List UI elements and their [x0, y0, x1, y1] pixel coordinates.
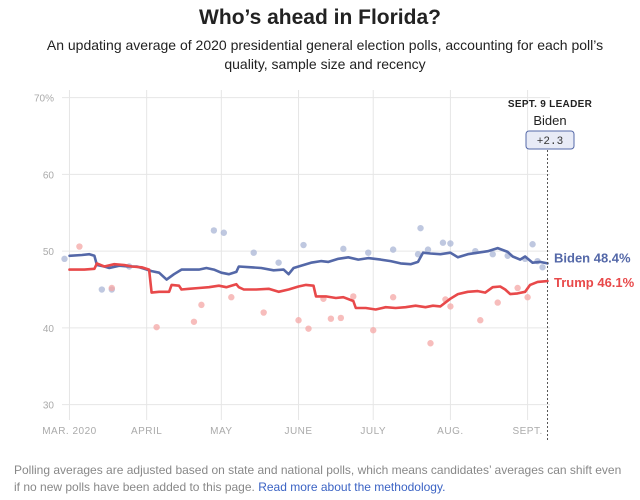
trump-poll-dot	[260, 309, 267, 316]
trump-poll-dot	[228, 294, 235, 301]
chart-subtitle: An updating average of 2020 presidential…	[46, 37, 604, 72]
trump-poll-dot	[108, 284, 115, 292]
trump-poll-dot	[389, 294, 397, 301]
leader-margin: +2.3	[537, 136, 563, 148]
x-tick-label: SEPT.	[512, 426, 542, 437]
leader-margin-badge	[525, 130, 575, 150]
leader-heading: SEPT. 9 LEADER	[508, 99, 593, 110]
trump-poll-dot	[76, 243, 83, 250]
biden-poll-dot	[389, 246, 397, 253]
trump-poll-dot	[153, 323, 160, 331]
x-tick-label: JUNE	[284, 426, 312, 437]
x-tick-label: JULY	[360, 426, 386, 437]
trump-poll-dot	[524, 294, 531, 301]
trump-poll-dot	[350, 293, 357, 300]
trump-poll-dot	[477, 317, 484, 324]
biden-poll-dot	[529, 241, 536, 248]
y-tick-label: 60	[43, 170, 55, 181]
leader-name: Biden	[533, 113, 566, 128]
biden-poll-dot	[439, 239, 447, 246]
trump-poll-dot	[427, 340, 434, 347]
trump-poll-dot	[447, 303, 454, 310]
y-axis: 70% 60 50 40 30	[34, 94, 54, 412]
biden-poll-dot	[220, 229, 228, 236]
poll-average-chart: 70% 60 50 40 30 MAR. 2020 APRIL MAY JUNE JULY AUG…	[34, 90, 635, 442]
x-tick-label: MAY	[210, 426, 232, 437]
biden-poll-dot	[98, 286, 106, 293]
biden-poll-dot	[365, 249, 372, 256]
x-tick-label: MAR. 2020	[42, 426, 97, 437]
trump-poll-dot	[494, 299, 501, 306]
biden-poll-dot	[447, 240, 454, 247]
biden-poll-dot	[489, 251, 496, 258]
trump-poll-dot	[190, 318, 198, 325]
biden-poll-dot	[414, 251, 422, 258]
y-tick-label: 50	[43, 247, 55, 258]
trump-poll-dot	[370, 327, 377, 334]
biden-poll-dot	[340, 245, 347, 253]
chart-title: Who’s ahead in Florida?	[199, 6, 441, 29]
y-tick-label: 30	[43, 401, 55, 412]
biden-poll-dot	[275, 259, 282, 266]
footer-text: Polling averages are adjusted based on s…	[14, 463, 622, 494]
biden-poll-dot	[300, 241, 307, 249]
y-tick-label: 40	[43, 324, 55, 335]
biden-poll-dot	[250, 249, 257, 256]
biden-end-label: Biden 48.4%	[554, 250, 631, 265]
y-tick-label: 70%	[34, 94, 54, 105]
x-axis: MAR. 2020 APRIL MAY JUNE JULY AUG. SEPT.	[42, 426, 542, 437]
trump-poll-dot	[198, 301, 205, 309]
biden-poll-dot	[539, 264, 546, 271]
trump-poll-dot	[337, 314, 345, 322]
methodology-link[interactable]: Read more about the methodology.	[258, 480, 446, 494]
footer-note: Polling averages are adjusted based on s…	[14, 462, 629, 496]
leader-box: SEPT. 9 LEADER Biden +2.3	[508, 99, 593, 150]
biden-poll-dot	[210, 227, 218, 234]
trump-end-label: Trump 46.1%	[554, 275, 635, 290]
biden-poll-dot	[417, 224, 424, 232]
trump-poll-dot	[514, 284, 521, 292]
biden-poll-dot	[61, 255, 68, 263]
trump-average-line	[68, 262, 549, 311]
biden-average-line	[68, 246, 549, 281]
average-lines	[68, 246, 549, 311]
trump-poll-dot	[295, 317, 302, 324]
x-tick-label: AUG.	[437, 426, 463, 437]
gridlines	[62, 90, 550, 420]
biden-poll-dot	[424, 246, 432, 253]
trump-poll-dot	[305, 325, 312, 332]
x-tick-label: APRIL	[131, 426, 162, 437]
trump-poll-dot	[327, 315, 335, 322]
